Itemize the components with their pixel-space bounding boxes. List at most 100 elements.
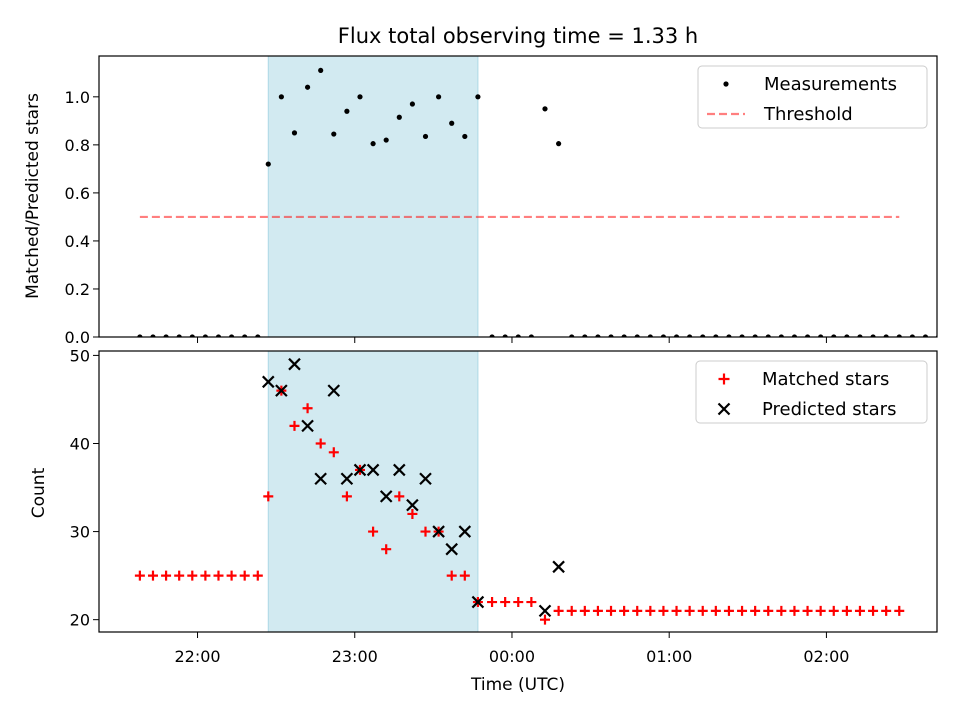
matched-star-point (881, 605, 892, 616)
measurement-point (304, 84, 311, 90)
measurement-point (857, 334, 863, 337)
measurement-point (700, 334, 706, 337)
matched-star-point (213, 570, 224, 581)
measurement-point (673, 334, 680, 337)
top-observing-span (267, 55, 479, 338)
matched-star-point (697, 605, 708, 616)
measurement-point (150, 334, 156, 337)
measurement-point (765, 334, 771, 337)
measurement-point (582, 334, 588, 337)
predicted-star-point (301, 419, 314, 433)
predicted-star-point (327, 384, 341, 397)
matched-star-point (854, 605, 865, 616)
measurement-point (687, 334, 693, 337)
predicted-star-point (288, 357, 301, 371)
matched-star-point (420, 526, 431, 537)
top-data-layer (137, 67, 937, 337)
measurement-point (449, 120, 455, 126)
matched-star-point (763, 605, 774, 616)
measurement-point (542, 106, 548, 112)
matched-star-point (619, 605, 630, 616)
x-axis-label: Time (UTC) (470, 675, 565, 695)
predicted-star-point (340, 472, 354, 486)
x-tick-label: 22:00 (174, 647, 220, 666)
measurement-point (660, 334, 667, 337)
measurement-point (489, 334, 495, 337)
measurement-point (137, 334, 143, 337)
measurement-point (844, 334, 850, 337)
matched-star-point (684, 605, 695, 616)
matched-star-point (828, 605, 839, 616)
measurement-point (475, 94, 481, 100)
matched-star-point (513, 597, 524, 608)
measurement-point (278, 94, 284, 100)
measurement-point (383, 137, 389, 143)
predicted-star-point (366, 463, 380, 477)
measurement-point (357, 94, 363, 100)
matched-star-point (592, 605, 603, 616)
top-y-tick-label: 1.0 (65, 88, 90, 107)
measurement-point (569, 334, 575, 337)
matched-star-point (894, 605, 905, 616)
matched-star-point (226, 570, 237, 581)
matched-star-point (302, 403, 313, 414)
top-panel: 0.0 0.2 0.4 0.6 0.8 1.0 Measurements Threshold (65, 55, 938, 347)
measurement-point (804, 334, 811, 337)
matched-star-point (381, 544, 392, 555)
matched-star-point (632, 605, 643, 616)
matched-star-point (526, 597, 537, 608)
measurement-point (713, 334, 719, 337)
bottom-y-tick-label: 40 (70, 434, 90, 453)
matched-star-point (200, 570, 211, 581)
measurement-point (739, 334, 745, 337)
top-y-tick-label: 0.4 (65, 232, 90, 251)
measurement-point (752, 334, 758, 337)
predicted-star-point (393, 463, 406, 477)
measurement-point (608, 334, 614, 337)
measurement-point (189, 334, 195, 337)
matched-star-point (553, 605, 564, 616)
measurement-point (202, 334, 208, 337)
matched-star-point (134, 570, 145, 581)
measurement-point (909, 334, 915, 337)
measurement-point (163, 334, 169, 337)
measurement-point (896, 334, 902, 337)
matched-star-point (723, 605, 734, 616)
matched-star-point (500, 597, 511, 608)
measurement-point (528, 334, 534, 337)
bottom-y-tick-label: 50 (70, 346, 90, 365)
measurement-point (502, 334, 508, 337)
measurement-point (831, 334, 837, 337)
x-tick-label: 01:00 (646, 647, 692, 666)
bottom-panel: 20 30 40 50 22:00 23:00 00:00 01:00 02:00 Matched… (70, 346, 938, 666)
measurement-point (265, 161, 271, 167)
x-tick-label: 23:00 (332, 647, 378, 666)
bottom-plot-frame (98, 350, 938, 633)
top-y-axis-label: Matched/Predicted stars (23, 93, 43, 299)
matched-star-point (671, 605, 682, 616)
matched-star-point (446, 570, 457, 581)
measurement-point (331, 131, 337, 137)
x-tick-label: 00:00 (489, 647, 535, 666)
matched-star-point (710, 605, 721, 616)
measurement-point (228, 334, 235, 337)
predicted-star-point (275, 384, 288, 397)
top-plot-frame (98, 55, 938, 338)
legend-predicted-swatch (717, 402, 731, 416)
measurement-point (436, 94, 442, 100)
x-tick-label: 02:00 (803, 647, 849, 666)
matched-star-point (315, 438, 326, 449)
matched-star-point (789, 605, 800, 616)
bottom-legend-label: Predicted stars (762, 399, 896, 420)
top-y-tick-label: 0.0 (65, 328, 90, 347)
measurement-point (291, 130, 298, 136)
matched-star-point (174, 570, 185, 581)
matched-star-point (147, 570, 158, 581)
measurement-point (422, 133, 429, 140)
measurement-point (922, 334, 929, 337)
top-legend-label: Threshold (763, 104, 853, 125)
measurement-point (409, 101, 415, 107)
predicted-star-point (445, 542, 458, 556)
measurement-point (215, 334, 222, 337)
matched-star-point (868, 605, 879, 616)
